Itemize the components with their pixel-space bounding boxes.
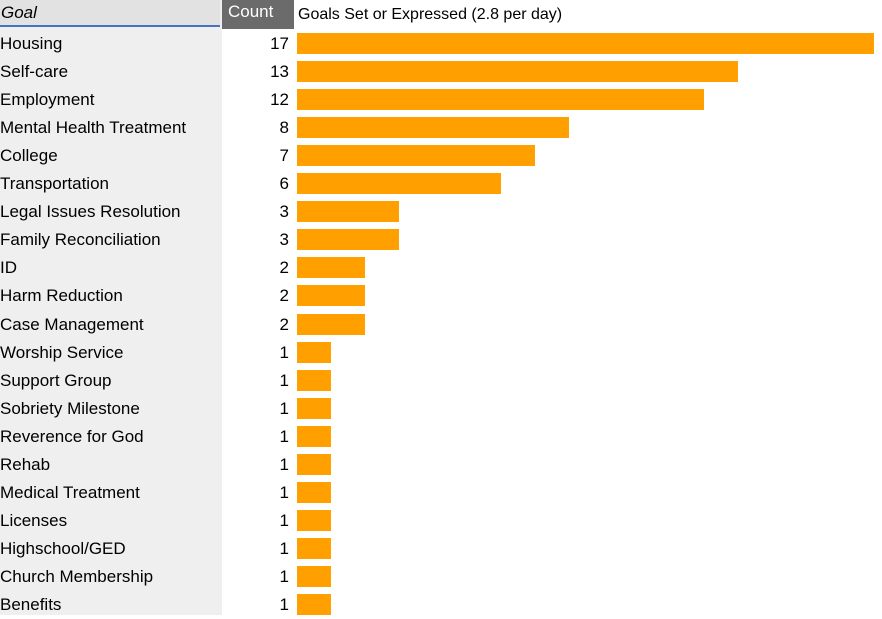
bar: [297, 313, 365, 335]
count-column: [222, 0, 294, 615]
row-label: Rehab: [0, 454, 51, 474]
bar: [297, 117, 569, 139]
row-label: Medical Treatment: [0, 482, 140, 502]
bar: [297, 341, 331, 363]
bar: [297, 201, 399, 223]
bar: [297, 173, 501, 195]
row-label: ID: [0, 258, 17, 278]
row-count: 17: [270, 34, 289, 53]
bar: [297, 425, 331, 447]
row-label: Housing: [0, 34, 63, 53]
row-count: 1: [279, 566, 289, 586]
row-count: 1: [279, 510, 289, 530]
row-label: Harm Reduction: [0, 286, 123, 306]
row-label: Worship Service: [0, 342, 124, 362]
row-count: 7: [279, 146, 289, 166]
row-label: Family Reconciliation: [0, 230, 161, 250]
row-label: Church Membership: [0, 566, 154, 586]
row-label: Case Management: [0, 314, 144, 334]
bar: [297, 369, 331, 391]
row-label: Legal Issues Resolution: [0, 202, 181, 222]
row-label: Benefits: [0, 595, 62, 614]
count-column-header[interactable]: Count: [222, 0, 294, 29]
row-count: 1: [279, 482, 289, 502]
row-label: Licenses: [0, 510, 68, 530]
bar: [297, 565, 331, 587]
bar: [297, 257, 365, 279]
row-count: 2: [279, 314, 289, 334]
row-count: 1: [279, 538, 289, 558]
row-count: 1: [279, 454, 289, 474]
row-label: Support Group: [0, 370, 112, 390]
row-count: 1: [279, 398, 289, 418]
row-count: 2: [279, 286, 289, 306]
row-label: Sobriety Milestone: [0, 398, 140, 418]
bar: [297, 61, 738, 83]
row-count: 6: [279, 174, 289, 194]
row-count: 2: [279, 258, 289, 278]
row-count: 8: [279, 118, 289, 138]
bar: [297, 481, 331, 503]
row-count: 1: [279, 342, 289, 362]
goal-column: [0, 0, 222, 615]
row-label: College: [0, 146, 58, 166]
row-label: Self-care: [0, 62, 69, 82]
bar: [297, 89, 704, 111]
row-count: 13: [270, 62, 289, 82]
bar: [297, 594, 331, 615]
bar: [297, 285, 365, 307]
row-count: 3: [279, 202, 289, 222]
bar: [297, 229, 399, 251]
row-count: 1: [279, 595, 289, 614]
row-count: 1: [279, 370, 289, 390]
row-label: Employment: [0, 90, 95, 110]
row-count: 1: [279, 426, 289, 446]
row-count: 12: [270, 90, 289, 110]
row-count: 3: [279, 230, 289, 250]
bar: [297, 509, 331, 531]
bar: [297, 33, 874, 54]
bar: [297, 453, 331, 475]
row-label: Reverence for God: [0, 426, 144, 446]
row-label: Highschool/GED: [0, 538, 126, 558]
bar: [297, 397, 331, 419]
bar: [297, 537, 331, 559]
row-label: Transportation: [0, 174, 109, 194]
bar: [297, 145, 535, 167]
chart-title: Goals Set or Expressed (2.8 per day): [298, 6, 563, 23]
goal-column-header[interactable]: Goal: [0, 0, 220, 27]
row-label: Mental Health Treatment: [0, 118, 187, 138]
